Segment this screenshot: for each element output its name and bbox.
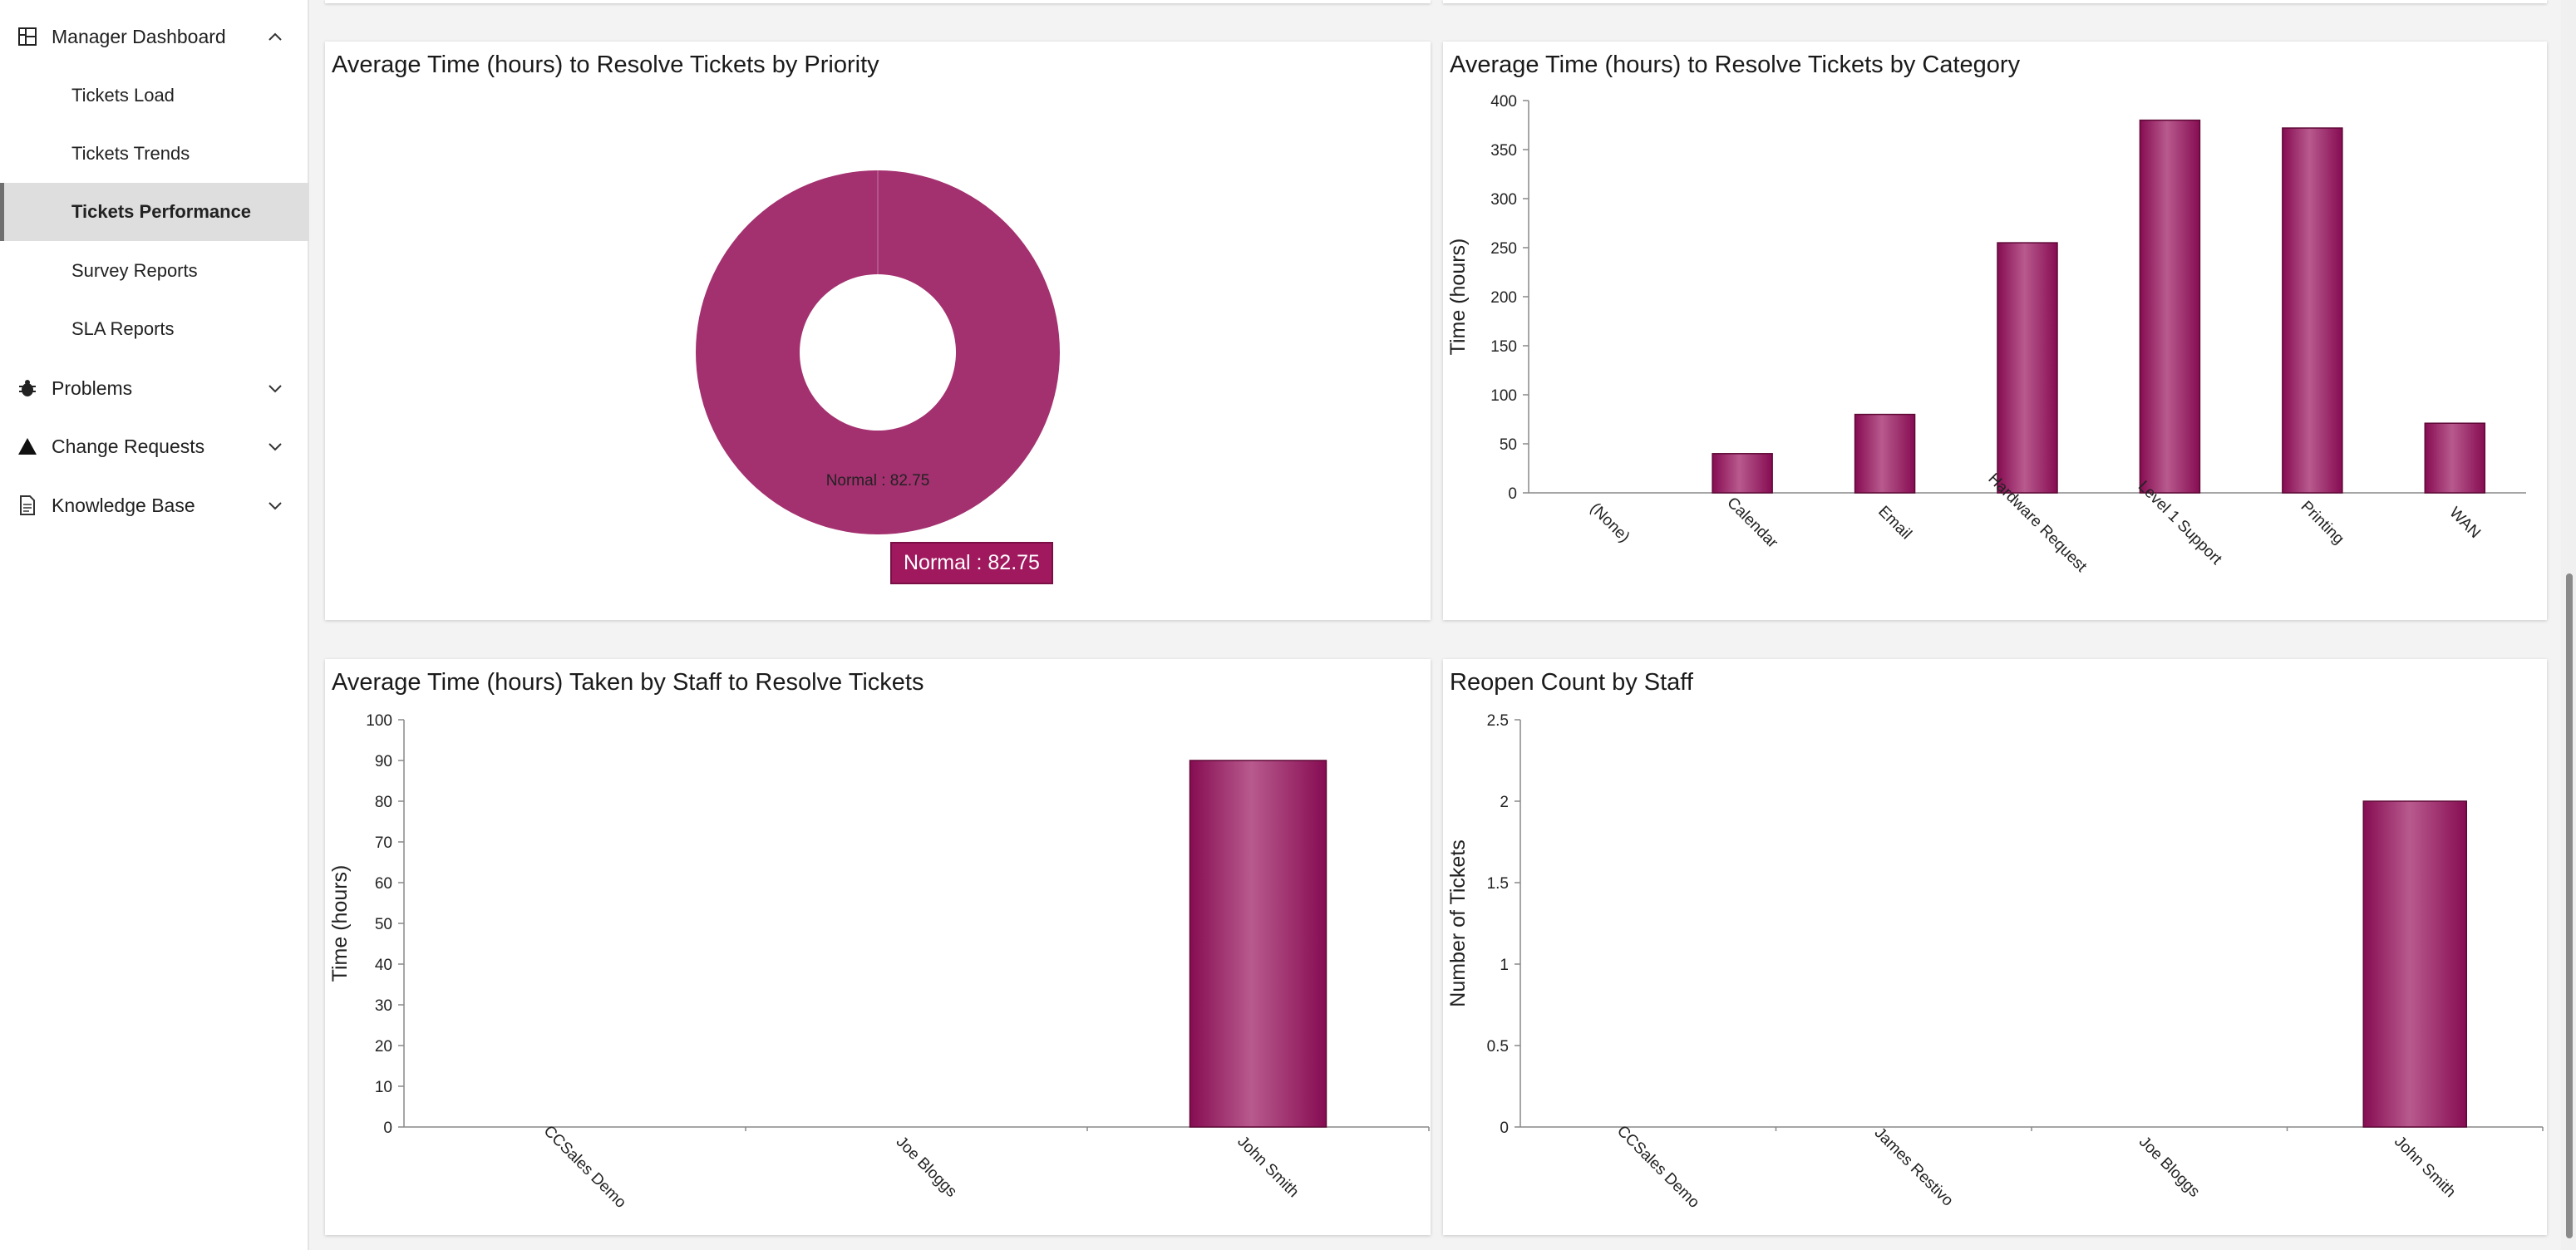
y-tick-label: 50 (1500, 436, 1517, 454)
bar-level-1-support (2139, 119, 2201, 494)
y-tick-label: 30 (375, 997, 392, 1015)
chevron-up-icon[interactable] (266, 27, 284, 46)
main-content: Average Time (hours) to Resolve Tickets … (311, 0, 2576, 1250)
y-tick-label: 60 (375, 875, 392, 893)
y-tick-label: 100 (1490, 387, 1517, 405)
bug-icon (17, 377, 38, 399)
previous-card-edge (325, 0, 1431, 3)
reopen-chart-card: Reopen Count by Staff 0 0.5 1 1.5 2 2.5 Number… (1443, 659, 2547, 1235)
card-title: Average Time (hours) to Resolve Tickets … (1450, 52, 2021, 78)
x-tick-label: Joe Bloggs (893, 1133, 960, 1200)
y-tick-label: 70 (375, 834, 392, 852)
vertical-scrollbar[interactable] (2561, 0, 2576, 1250)
y-tick-label: 0 (1500, 1120, 1509, 1137)
y-tick-label: 300 (1490, 191, 1517, 209)
category-bar-chart: 0 50 100 150 200 250 300 350 400 Time (hours) (Non… (1446, 93, 2526, 576)
chevron-down-icon[interactable] (266, 379, 284, 397)
y-axis-title: Time (hours) (1446, 239, 1470, 356)
x-tick-label: John Smith (2391, 1133, 2459, 1201)
nav-knowledge-base-label: Knowledge Base (52, 494, 195, 516)
staff-time-bar-chart: 0 10 20 30 40 50 60 70 80 90 100 Time (hours) CCSale… (328, 712, 1430, 1212)
bar-email (1854, 413, 1916, 494)
priority-donut-chart: Normal : 82.75 (696, 170, 1060, 534)
sub-item-survey-reports[interactable]: Survey Reports (0, 242, 309, 300)
x-tick-label: (None) (1587, 500, 1633, 546)
dashboard-icon (17, 26, 38, 47)
y-tick-label: 250 (1490, 240, 1517, 258)
sidebar: Manager Dashboard Tickets Load Tickets T… (0, 0, 309, 1250)
y-tick-label: 80 (375, 794, 392, 811)
bar-hardware-request (1997, 242, 2058, 494)
nav-manager-dashboard-label: Manager Dashboard (52, 25, 226, 47)
y-tick-label: 2 (1500, 794, 1509, 811)
bar-john-smith (1189, 760, 1327, 1128)
y-tick-label: 0 (1508, 485, 1517, 503)
sub-item-label: Survey Reports (71, 260, 198, 281)
y-tick-label: 1 (1500, 957, 1509, 974)
nav-problems-label: Problems (52, 376, 133, 399)
x-tick-label: WAN (2445, 504, 2484, 542)
nav-manager-dashboard[interactable]: Manager Dashboard (0, 8, 309, 65)
y-axis-title: Time (hours) (328, 865, 352, 982)
sub-item-label: Tickets Performance (71, 201, 252, 222)
y-tick-label: 90 (375, 753, 392, 770)
x-tick-label: Printing (2298, 498, 2347, 548)
y-tick-label: 0 (383, 1120, 392, 1137)
x-tick-label: Joe Bloggs (2135, 1133, 2203, 1200)
triangle-icon (17, 436, 38, 457)
bar-john-smith (2362, 800, 2467, 1128)
document-icon (17, 495, 38, 516)
sub-item-label: SLA Reports (71, 318, 175, 339)
y-tick-label: 10 (375, 1079, 392, 1096)
bar-calendar (1712, 453, 1773, 494)
card-title: Average Time (hours) to Resolve Tickets … (332, 52, 879, 78)
x-tick-label: James Restivo (1871, 1125, 1957, 1210)
chevron-down-icon[interactable] (266, 496, 284, 514)
y-tick-label: 400 (1490, 93, 1517, 111)
x-tick-label: CCSales Demo (1613, 1122, 1702, 1211)
y-tick-label: 100 (366, 712, 392, 730)
y-axis-title: Number of Tickets (1446, 839, 1470, 1006)
y-tick-label: 50 (375, 916, 392, 933)
y-tick-label: 350 (1490, 142, 1517, 160)
sub-item-label: Tickets Trends (71, 143, 190, 164)
x-tick-label: Calendar (1723, 494, 1781, 552)
sub-item-tickets-trends[interactable]: Tickets Trends (0, 125, 309, 183)
reopen-bar-chart: 0 0.5 1 1.5 2 2.5 Number of Tickets CCSales Dem… (1446, 712, 2544, 1212)
y-tick-label: 1.5 (1487, 875, 1509, 893)
sub-item-sla-reports[interactable]: SLA Reports (0, 300, 309, 358)
y-tick-label: 150 (1490, 338, 1517, 356)
category-chart-card: Average Time (hours) to Resolve Tickets … (1443, 42, 2547, 620)
x-tick-label: John Smith (1234, 1133, 1302, 1201)
y-tick-label: 20 (375, 1038, 392, 1056)
scrollbar-thumb[interactable] (2566, 573, 2573, 1238)
bar-printing (2282, 127, 2343, 494)
sub-item-tickets-load[interactable]: Tickets Load (0, 66, 309, 125)
y-tick-label: 0.5 (1487, 1038, 1509, 1056)
nav-change-requests[interactable]: Change Requests (0, 418, 309, 475)
nav-problems[interactable]: Problems (0, 360, 309, 416)
chart-tooltip: Normal : 82.75 (890, 542, 1053, 584)
slice-label: Normal : 82.75 (826, 472, 930, 490)
card-title: Average Time (hours) Taken by Staff to R… (332, 669, 924, 696)
card-title: Reopen Count by Staff (1450, 669, 1693, 696)
nav-knowledge-base[interactable]: Knowledge Base (0, 477, 309, 534)
chevron-down-icon[interactable] (266, 437, 284, 455)
y-tick-label: 40 (375, 957, 392, 974)
bar-wan (2424, 422, 2486, 494)
sub-item-tickets-performance[interactable]: Tickets Performance (0, 183, 309, 241)
priority-chart-card: Average Time (hours) to Resolve Tickets … (325, 42, 1431, 620)
previous-card-edge (1443, 0, 2547, 3)
donut-hole (800, 274, 956, 431)
nav-change-requests-label: Change Requests (52, 435, 205, 457)
x-tick-label: Email (1874, 503, 1914, 543)
y-tick-label: 200 (1490, 289, 1517, 307)
staff-time-chart-card: Average Time (hours) Taken by Staff to R… (325, 659, 1431, 1235)
sub-item-label: Tickets Load (71, 85, 175, 106)
x-tick-label: CCSales Demo (540, 1122, 629, 1211)
y-tick-label: 2.5 (1487, 712, 1509, 730)
